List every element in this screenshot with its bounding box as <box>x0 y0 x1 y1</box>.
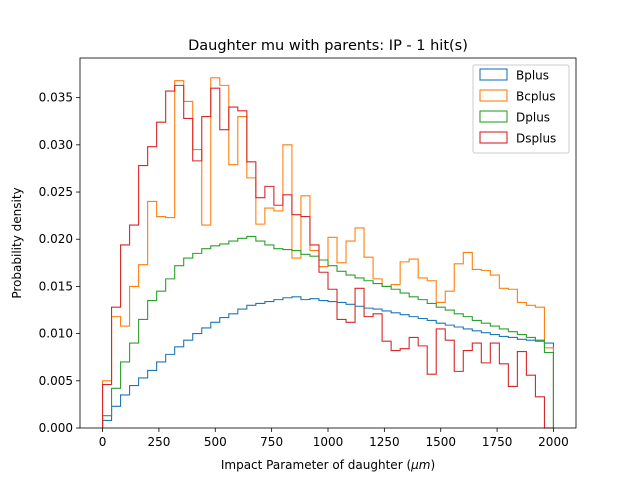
x-tick-label: 2000 <box>538 435 569 449</box>
legend-swatch-dplus <box>479 110 508 123</box>
x-axis-title-unit: μm <box>410 458 430 472</box>
y-tick-label: 0.025 <box>39 185 73 199</box>
legend-box <box>472 64 570 154</box>
legend-swatch-bplus <box>479 68 508 81</box>
x-tick-label: 250 <box>147 435 170 449</box>
x-axis-ticks: 0 250 500 750 1000 1250 1500 1750 2000 <box>99 428 569 449</box>
y-tick-label: 0.035 <box>39 91 73 105</box>
histogram-series-dsplus <box>102 84 554 429</box>
x-tick-label: 1250 <box>369 435 400 449</box>
series-layer <box>102 77 554 429</box>
y-tick-label: 0.005 <box>39 374 73 388</box>
x-axis-title-suffix: ) <box>430 458 435 472</box>
y-axis-ticks: 0.000 0.005 0.010 0.015 0.020 0.025 0.030 0.035 <box>39 91 80 435</box>
y-tick-label: 0.010 <box>39 327 73 341</box>
y-axis-title: Probability density <box>10 187 24 298</box>
legend-label-dsplus: Dsplus <box>516 132 556 146</box>
x-tick-label: 1500 <box>425 435 456 449</box>
y-tick-label: 0.000 <box>39 421 73 435</box>
histogram-series-bplus <box>102 296 554 428</box>
x-axis-title-prefix: Impact Parameter of daughter ( <box>221 458 411 472</box>
y-tick-label: 0.020 <box>39 232 73 246</box>
chart-title: Daughter mu with parents: IP - 1 hit(s) <box>188 38 468 54</box>
legend: Bplus Bcplus Dplus Dsplus <box>472 64 570 154</box>
legend-label-dplus: Dplus <box>516 111 550 125</box>
legend-label-bcplus: Bcplus <box>516 90 556 104</box>
y-tick-label: 0.015 <box>39 279 73 293</box>
x-tick-label: 1750 <box>482 435 513 449</box>
histogram-series-dplus <box>102 235 554 428</box>
legend-label-bplus: Bplus <box>516 69 549 83</box>
histogram-series-bcplus <box>102 77 554 428</box>
y-tick-label: 0.030 <box>39 138 73 152</box>
x-tick-label: 0 <box>99 435 107 449</box>
x-tick-label: 500 <box>204 435 227 449</box>
x-axis-title: Impact Parameter of daughter (μm) <box>221 458 435 472</box>
legend-swatch-dsplus <box>479 131 508 144</box>
x-tick-label: 1000 <box>313 435 344 449</box>
legend-swatch-bcplus <box>479 89 508 102</box>
x-tick-label: 750 <box>260 435 283 449</box>
